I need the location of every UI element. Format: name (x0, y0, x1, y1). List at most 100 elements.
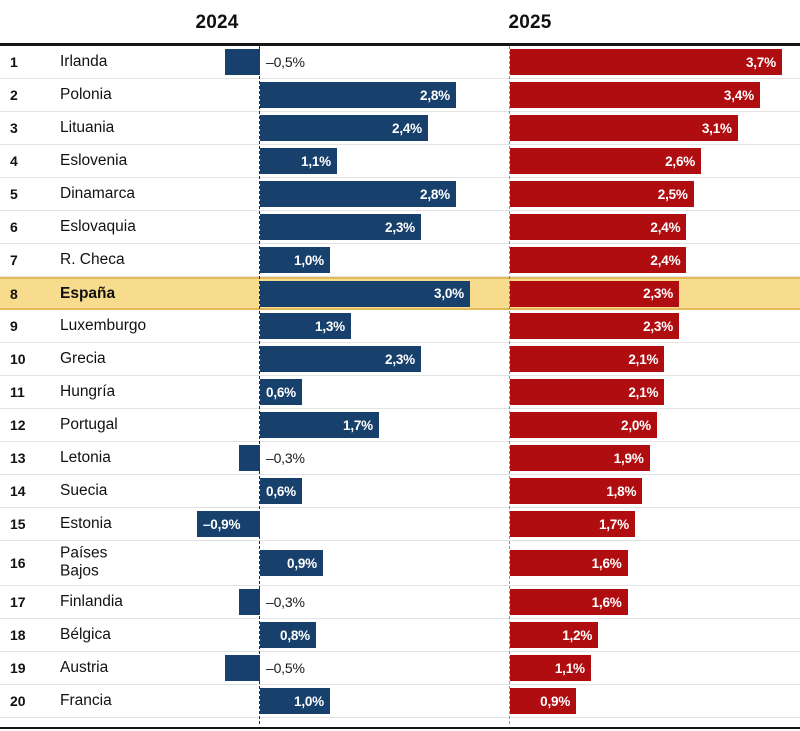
rank-label: 19 (10, 660, 26, 676)
rank-label: 4 (10, 153, 18, 169)
table-row: 7 R. Checa 1,0% 2,4% (0, 244, 800, 277)
bar-value-2025: 1,6% (591, 555, 622, 571)
bar-2024 (239, 589, 260, 615)
country-label: R. Checa (60, 250, 125, 268)
bar-value-2025: 2,3% (643, 318, 674, 334)
bar-value-2025: 3,1% (701, 120, 732, 136)
table-row: 2 Polonia 2,8% 3,4% (0, 79, 800, 112)
baseline-2024-dashed-line (259, 46, 260, 724)
bar-2025: 3,1% (510, 115, 738, 141)
country-label: Polonia (60, 85, 112, 103)
bar-2025: 1,6% (510, 589, 628, 615)
table-row: 15 Estonia –0,9% 1,7% (0, 508, 800, 541)
bar-value-2025: 3,7% (745, 54, 776, 70)
bar-2025: 2,4% (510, 247, 687, 273)
top-rule (0, 43, 800, 46)
bar-value-2024: 1,1% (301, 153, 331, 169)
bar-2025: 2,4% (510, 214, 687, 240)
rank-label: 9 (10, 318, 18, 334)
bar-2024: 2,3% (260, 214, 421, 240)
table-row: 1 Irlanda –0,5% 3,7% (0, 46, 800, 79)
bar-2025: 3,4% (510, 82, 760, 108)
rank-label: 8 (10, 285, 18, 302)
bar-value-2024: –0,5% (266, 54, 305, 70)
bar-value-2025: 2,6% (665, 153, 696, 169)
bar-2024: 2,3% (260, 346, 421, 372)
country-label: Hungría (60, 382, 116, 400)
bar-value-2024: 3,0% (434, 286, 464, 301)
bar-2024: 1,3% (260, 313, 351, 339)
bar-value-2024: 2,4% (392, 120, 422, 136)
bar-2024: –0,9% (197, 511, 260, 537)
bar-2025: 2,0% (510, 412, 657, 438)
rank-label: 6 (10, 219, 18, 235)
bar-value-2025: 2,1% (628, 351, 659, 367)
bar-2025: 2,3% (510, 280, 680, 307)
bar-value-2025: 1,1% (554, 660, 585, 676)
bar-2025: 2,3% (510, 313, 680, 339)
country-label: Grecia (60, 349, 106, 367)
bar-2024: 1,0% (260, 247, 330, 273)
bar-value-2025: 2,0% (621, 417, 651, 433)
bar-2025: 2,1% (510, 379, 665, 405)
bar-2024: 2,4% (260, 115, 428, 141)
bar-2024: 0,6% (260, 478, 302, 504)
country-label: Finlandia (60, 592, 123, 610)
bar-2024: 2,8% (260, 181, 456, 207)
table-row: 18 Bélgica 0,8% 1,2% (0, 619, 800, 652)
bar-2024: 0,6% (260, 379, 302, 405)
country-label: Eslovaquia (60, 217, 136, 235)
bar-value-2024: 0,6% (266, 384, 296, 400)
country-label: Luxemburgo (60, 316, 147, 334)
rank-label: 3 (10, 120, 18, 136)
bar-value-2024: 2,8% (420, 87, 450, 103)
country-label: Irlanda (60, 52, 108, 70)
country-label: Portugal (60, 415, 118, 433)
bar-2024: 2,8% (260, 82, 456, 108)
bar-2024 (239, 445, 260, 471)
table-row: 20 Francia 1,0% 0,9% (0, 685, 800, 718)
bar-2025: 1,9% (510, 445, 650, 471)
country-label: Dinamarca (60, 184, 135, 202)
rank-label: 14 (10, 483, 26, 499)
bottom-rule (0, 727, 800, 729)
rank-label: 10 (10, 351, 26, 367)
bar-value-2024: 2,8% (420, 186, 450, 202)
bar-2024 (225, 655, 260, 681)
table-row: 17 Finlandia –0,3% 1,6% (0, 586, 800, 619)
rank-label: 2 (10, 87, 18, 103)
table-row: 5 Dinamarca 2,8% 2,5% (0, 178, 800, 211)
bar-value-2025: 1,9% (613, 450, 644, 466)
bar-2024: 3,0% (260, 280, 470, 307)
bar-2025: 2,6% (510, 148, 702, 174)
bar-value-2025: 2,1% (628, 384, 659, 400)
column-header-2024: 2024 (195, 12, 239, 33)
rank-label: 17 (10, 594, 26, 610)
bar-2025: 3,7% (510, 49, 782, 75)
bar-value-2024: –0,9% (203, 516, 241, 532)
country-label: Francia (60, 691, 112, 709)
table-row: 9 Luxemburgo 1,3% 2,3% (0, 310, 800, 343)
rank-label: 12 (10, 417, 26, 433)
bar-value-2024: 2,3% (385, 351, 415, 367)
bar-2024: 0,9% (260, 550, 323, 576)
bar-2024 (225, 49, 260, 75)
country-label: Suecia (60, 481, 108, 499)
bar-2025: 1,6% (510, 550, 628, 576)
bar-value-2024: 0,8% (280, 627, 310, 643)
table-row: 8 España 3,0% 2,3% (0, 277, 800, 310)
table-row: 3 Lituania 2,4% 3,1% (0, 112, 800, 145)
bar-value-2024: –0,3% (266, 450, 305, 466)
rank-label: 5 (10, 186, 18, 202)
bar-value-2025: 1,8% (606, 483, 637, 499)
rank-label: 11 (10, 384, 25, 400)
bar-value-2025: 2,5% (657, 186, 688, 202)
rank-label: 18 (10, 627, 26, 643)
table-row: 13 Letonia –0,3% 1,9% (0, 442, 800, 475)
table-row: 12 Portugal 1,7% 2,0% (0, 409, 800, 442)
table-row: 16 Países Bajos 0,9% 1,6% (0, 541, 800, 586)
table-row: 6 Eslovaquia 2,3% 2,4% (0, 211, 800, 244)
bar-2024: 1,0% (260, 688, 330, 714)
bar-2024: 0,8% (260, 622, 316, 648)
bar-value-2024: –0,5% (266, 660, 305, 676)
